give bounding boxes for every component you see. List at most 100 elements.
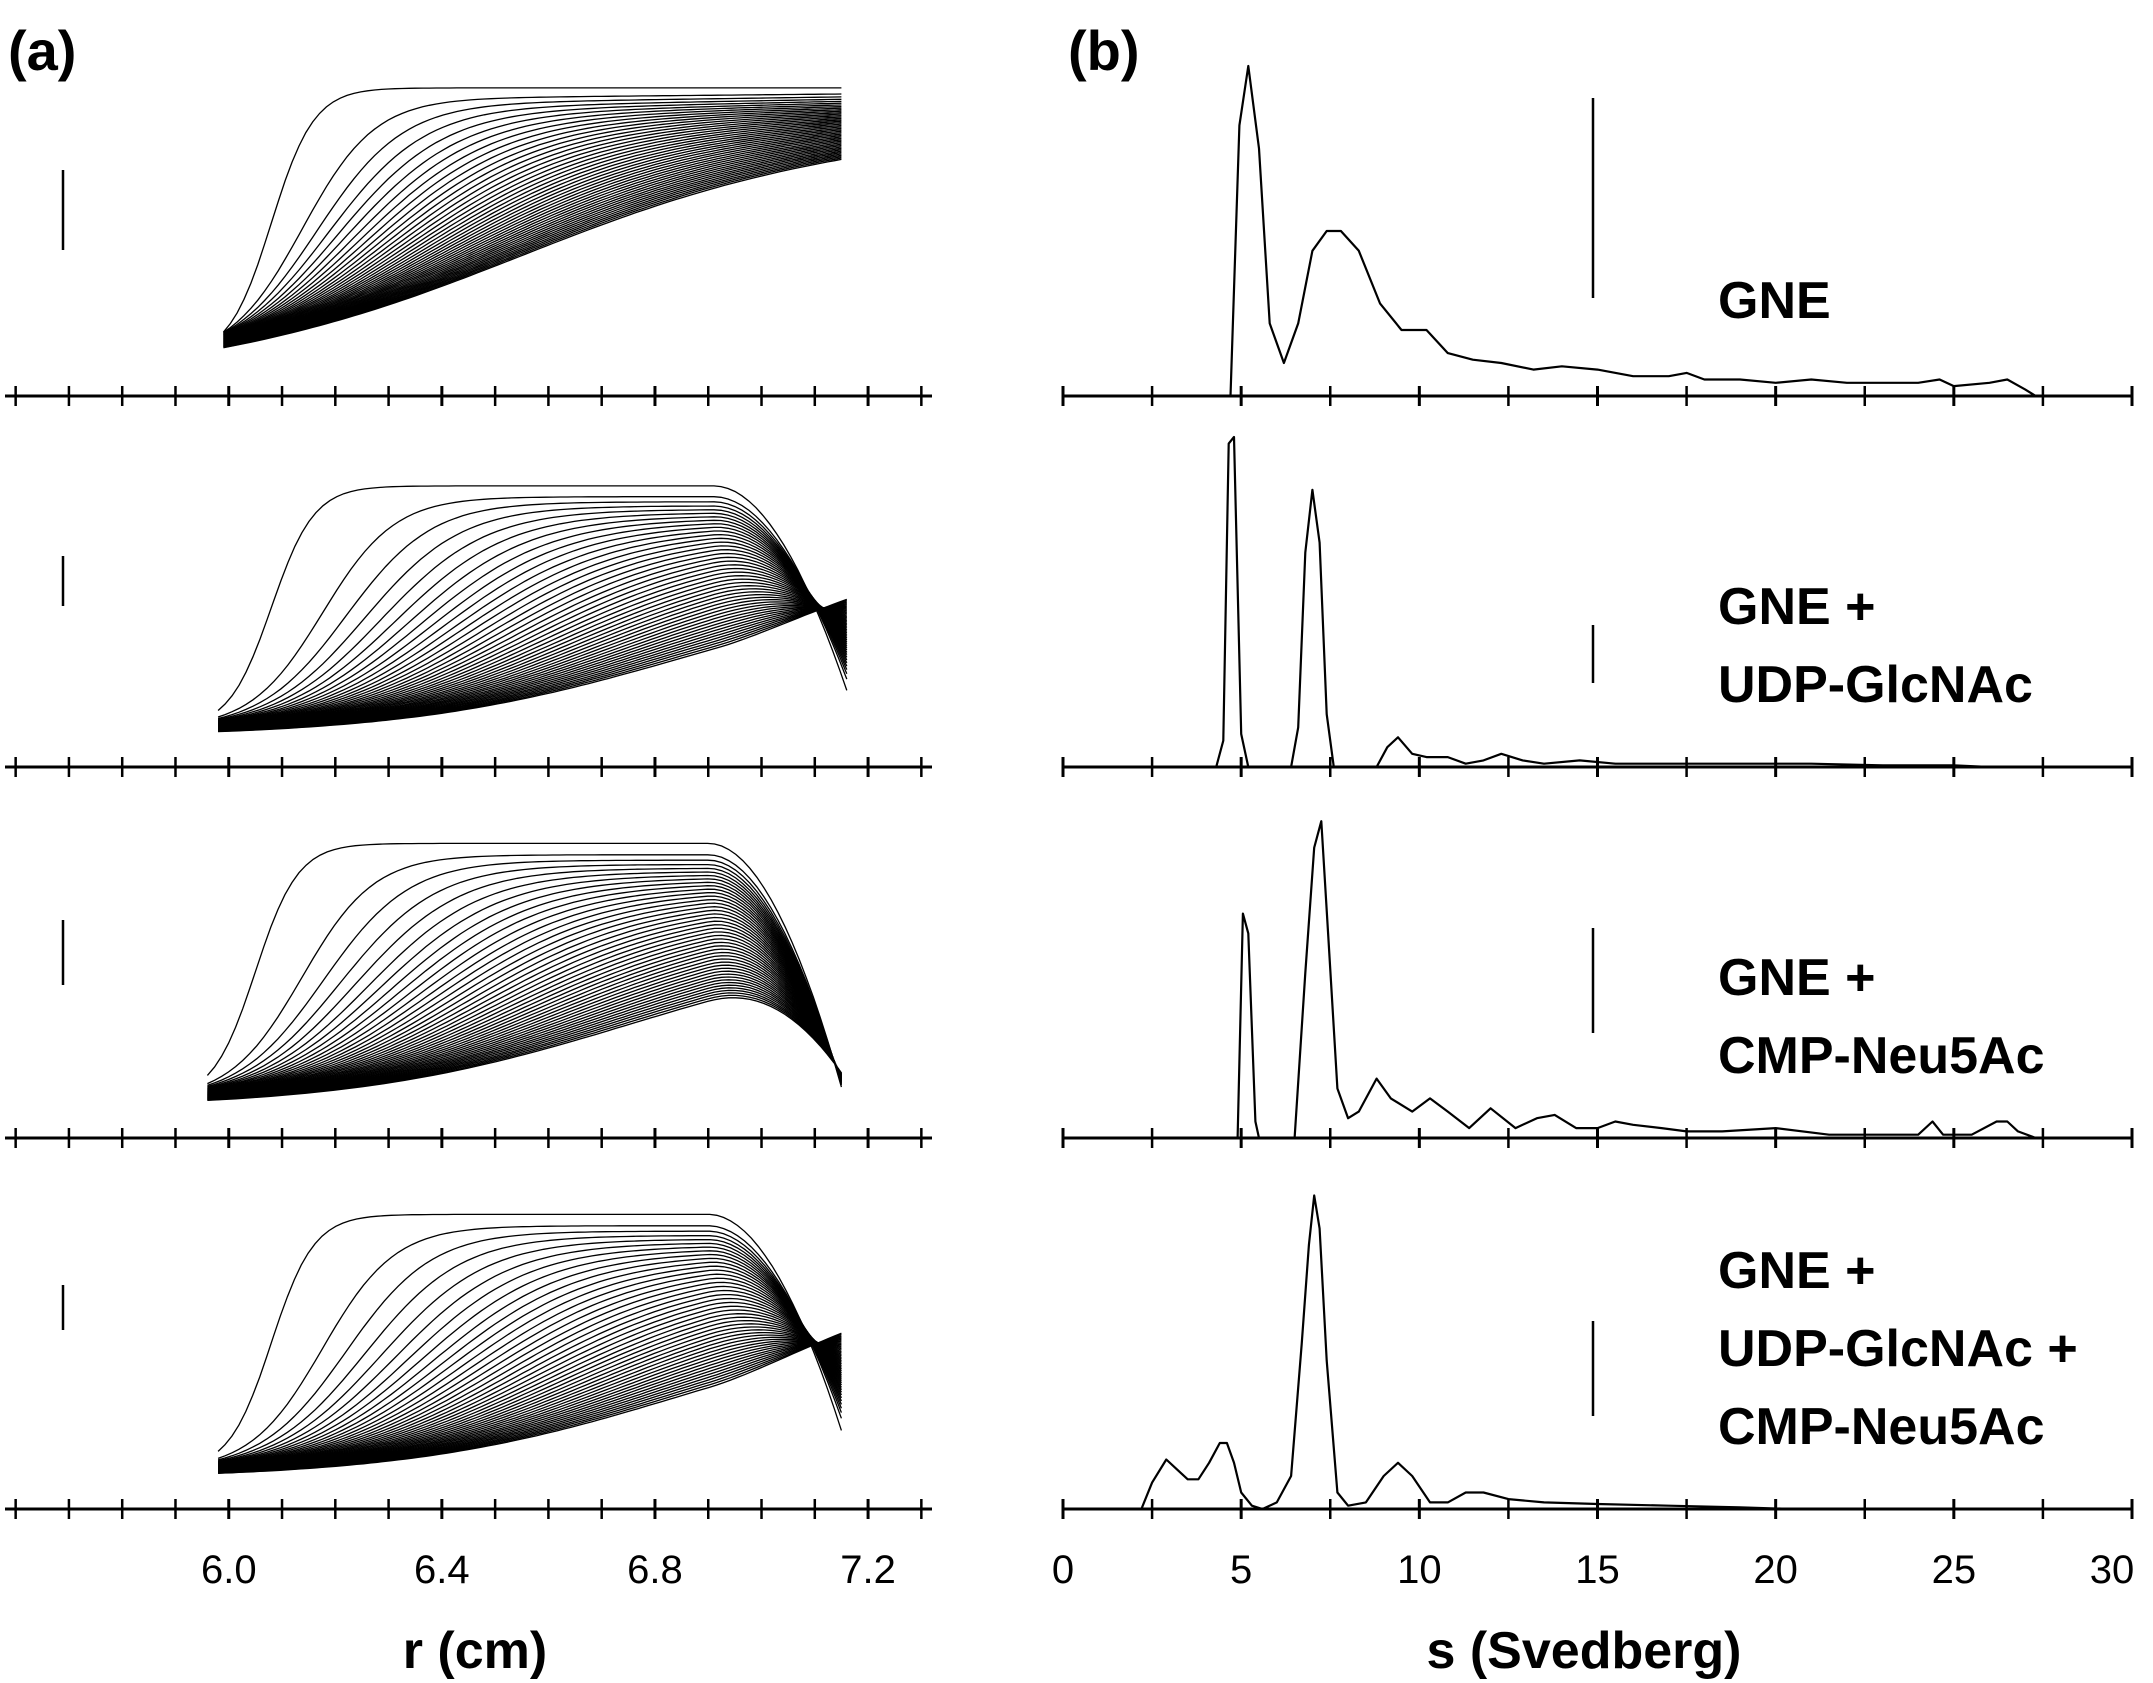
panel-a-scan-line xyxy=(223,122,842,340)
panel-a-scan-line xyxy=(218,1301,842,1469)
panel-b-x-axis-title: s (Svedberg) xyxy=(1427,1622,1742,1680)
panel-a-scan-line xyxy=(218,552,848,726)
panel-a-x-tick-label: 6.0 xyxy=(201,1548,257,1592)
panel-a-scan-line xyxy=(207,859,843,1087)
panel-label-b: (b) xyxy=(1068,19,1140,82)
panel-b-subplot-1: GNE xyxy=(1061,64,2134,406)
panel-a-scan-line xyxy=(218,1273,842,1466)
panel-a-scan-line xyxy=(207,902,843,1093)
panel-a-scan-line xyxy=(218,1297,842,1468)
panel-a-scan-line xyxy=(223,109,842,337)
panel-a-scan-line xyxy=(218,533,848,724)
panel-a-scan-line xyxy=(218,1261,842,1465)
panel-a-scan-line xyxy=(217,516,848,722)
panel-a-scan-line xyxy=(207,909,843,1094)
panel-b-subplot-4: GNE + UDP-GlcNAc + CMP-Neu5Ac xyxy=(1061,1194,2134,1519)
panel-b-x-tick-label: 25 xyxy=(1932,1548,1977,1592)
panel-a-scan-line xyxy=(223,93,842,333)
panel-a-scan-line xyxy=(223,120,842,340)
panel-b-subplot-2: GNE + UDP-GlcNAc xyxy=(1061,435,2134,777)
panel-a-scan-line xyxy=(223,131,842,343)
panel-a-scan-line xyxy=(207,888,843,1092)
panel-a-scan-line xyxy=(218,1257,842,1465)
panel-b-condition-label: GNE + xyxy=(1718,1242,1876,1300)
panel-b-condition-label: UDP-GlcNAc xyxy=(1718,656,2033,714)
panel-a-scan-line xyxy=(207,941,842,1097)
panel-a-scan-line xyxy=(218,564,848,727)
panel-a-scan-line xyxy=(223,139,842,345)
panel-a-scan-line xyxy=(207,854,843,1086)
panel-a-scan-line xyxy=(218,1313,842,1469)
panel-b-x-tick-label: 10 xyxy=(1397,1548,1442,1592)
panel-b-distribution-line xyxy=(1215,435,2026,769)
panel-a-scan-line xyxy=(207,934,842,1096)
panel-a-scan-line xyxy=(218,556,848,726)
panel-a-scan-line xyxy=(222,87,842,333)
panel-b-x-tick-label: 5 xyxy=(1230,1548,1252,1592)
panel-a-scan-line xyxy=(218,526,848,724)
panel-a-scan-line xyxy=(218,1309,842,1469)
panel-a-x-tick-label: 6.4 xyxy=(414,1548,470,1592)
panel-a-scan-line xyxy=(207,997,842,1102)
panel-b-x-tick-label: 0 xyxy=(1052,1548,1074,1592)
panel-a-scan-line xyxy=(223,113,842,338)
panel-a-scan-line xyxy=(218,523,848,723)
panel-a-scan-line xyxy=(223,136,842,344)
panel-a-scan-line xyxy=(207,920,842,1095)
panel-a-scan-line xyxy=(207,948,842,1097)
panel-a-scan-line xyxy=(223,104,842,336)
panel-a-scan-line xyxy=(218,1277,842,1467)
panel-a-scan-line xyxy=(223,129,842,342)
panel-a-scan-line xyxy=(223,124,842,341)
panel-a-scan-line xyxy=(218,545,848,725)
panel-b-x-tick-label: 30 xyxy=(2090,1548,2135,1592)
panel-a-subplot-1 xyxy=(5,87,932,406)
panel-a-scan-line xyxy=(217,1225,843,1460)
panel-a-x-tick-label: 7.2 xyxy=(840,1548,896,1592)
panel-a-subplot-3 xyxy=(5,842,932,1148)
panel-b-distribution-line xyxy=(1229,64,2037,397)
panel-a-scan-line xyxy=(218,1281,842,1467)
panel-b-subplot-3: GNE + CMP-Neu5Ac xyxy=(1061,820,2134,1148)
panel-a-scan-line xyxy=(223,133,842,343)
panel-a-scans: 6.0 6.4 6.8 7.2 xyxy=(5,87,932,1592)
panel-a-scan-line xyxy=(218,598,848,733)
panel-a-scan-line xyxy=(223,110,842,337)
panel-a-scan-line xyxy=(207,927,842,1095)
panel-a-scan-line xyxy=(217,485,848,711)
panel-a-scan-line xyxy=(207,898,843,1093)
panel-a-scan-line xyxy=(223,142,842,345)
panel-a-scan-line xyxy=(207,874,843,1090)
panel-b-x-tick-label: 15 xyxy=(1575,1548,1620,1592)
panel-a-scan-line xyxy=(217,1213,843,1452)
panel-a-scan-line xyxy=(218,537,848,725)
panel-a-scan-line xyxy=(218,1293,842,1468)
panel-a-scan-line xyxy=(217,512,848,722)
panel-a-scan-line xyxy=(218,1285,842,1467)
panel-a-scan-line xyxy=(223,130,842,343)
panel-a-scan-line xyxy=(218,1332,842,1474)
panel-a-scan-line xyxy=(223,119,842,340)
panel-a-scan-line xyxy=(207,881,843,1091)
panel-a-scan-line xyxy=(217,509,848,721)
panel-a-scan-line xyxy=(207,885,843,1091)
panel-a-scan-line xyxy=(207,924,842,1095)
panel-a-scan-line xyxy=(207,895,843,1092)
panel-a-scan-line xyxy=(207,913,843,1094)
panel-a-scan-line xyxy=(218,1289,842,1468)
panel-a-scan-line xyxy=(223,96,842,334)
panel-a-scan-line xyxy=(217,501,848,720)
panel-a-scan-line xyxy=(223,127,842,342)
panel-a-scan-line xyxy=(217,496,848,718)
panel-a-scan-line xyxy=(217,1235,843,1462)
panel-a-scan-line xyxy=(218,1265,842,1466)
panel-a-scan-line xyxy=(207,945,842,1097)
panel-a-scan-line xyxy=(223,126,842,342)
panel-a-scan-line xyxy=(207,878,843,1090)
panel-a-scan-line xyxy=(207,931,842,1096)
panel-a-scan-line xyxy=(223,144,842,346)
panel-a-scan-line xyxy=(223,140,842,345)
panel-a-scan-line xyxy=(223,102,842,335)
panel-a-scan-line xyxy=(218,1253,842,1465)
